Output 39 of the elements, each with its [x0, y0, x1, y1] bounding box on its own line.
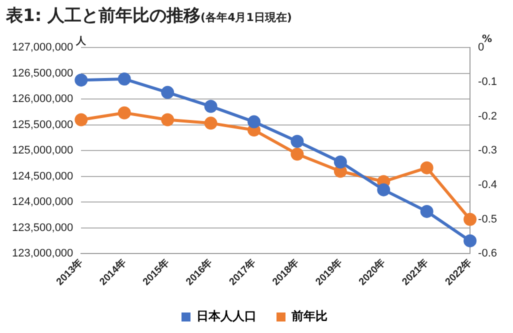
point: [377, 183, 390, 196]
point: [420, 204, 434, 218]
y-axis-title: 人: [76, 34, 86, 48]
point: [334, 155, 347, 168]
y2-tick-label: -0.2: [478, 110, 498, 122]
point: [464, 234, 477, 248]
y-tick-label: 126,500,000: [12, 67, 74, 80]
y-tick-label: 126,000,000: [12, 93, 74, 106]
point: [74, 113, 88, 126]
point: [118, 72, 131, 86]
point: [420, 161, 434, 174]
point: [290, 148, 304, 161]
y-tick-label: 125,000,000: [12, 144, 74, 157]
y-tick-label: 123,500,000: [12, 222, 74, 234]
point: [464, 212, 477, 226]
chart-subtitle: (各年4月1日現在): [200, 11, 292, 24]
y-tick-label: 124,000,000: [12, 196, 74, 208]
y2-tick-label: -0.6: [478, 248, 498, 260]
point: [161, 86, 174, 99]
y2-tick-label: 0: [478, 42, 484, 54]
point: [290, 134, 304, 148]
y2-tick-label: -0.3: [478, 144, 498, 157]
point: [248, 115, 261, 128]
chart-title: 表1: 人工と前年比の推移: [6, 6, 201, 26]
legend-label: 日本人人口: [196, 309, 256, 324]
y-tick-label: 124,500,000: [12, 170, 74, 182]
point: [74, 74, 88, 87]
y2-tick-label: -0.4: [478, 179, 498, 192]
y-tick-label: 127,000,000: [12, 42, 74, 54]
y-tick-label: 123,000,000: [12, 248, 74, 260]
point: [161, 113, 174, 126]
legend-label: 前年比: [290, 309, 328, 324]
y2-tick-label: -0.1: [478, 76, 498, 88]
y2-axis-title: %: [482, 34, 492, 45]
y2-tick-label: -0.5: [478, 213, 498, 226]
point: [118, 106, 131, 120]
point: [204, 100, 218, 113]
y-tick-label: 125,500,000: [12, 118, 74, 131]
point: [204, 116, 218, 130]
